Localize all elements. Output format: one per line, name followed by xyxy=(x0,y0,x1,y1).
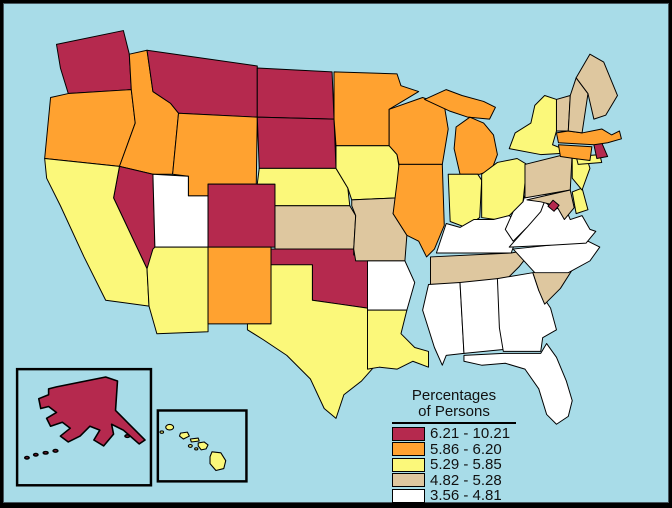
state-south-dakota xyxy=(256,116,337,169)
state-washington xyxy=(55,30,132,95)
legend-label-bin5: 3.56 - 4.81 xyxy=(430,487,502,505)
legend-label-bin4: 4.82 - 5.28 xyxy=(430,471,502,489)
state-florida xyxy=(463,343,573,425)
state-delaware xyxy=(571,187,589,215)
legend-label-bin2: 5.86 - 6.20 xyxy=(430,440,502,458)
legend-row: 6.21 - 10.21 xyxy=(392,425,516,443)
legend-row: 3.56 - 4.81 xyxy=(392,487,516,505)
state-north-dakota xyxy=(256,67,335,120)
legend-label-bin1: 6.21 - 10.21 xyxy=(430,425,511,443)
legend-title-line2: of Persons xyxy=(418,403,490,420)
state-new-hampshire xyxy=(567,77,589,134)
state-new-mexico xyxy=(207,246,272,325)
legend-label-bin3: 5.29 - 5.85 xyxy=(430,456,502,474)
contiguous-states xyxy=(44,30,622,425)
alaska-inset xyxy=(15,367,153,487)
legend-row: 5.29 - 5.85 xyxy=(392,456,516,474)
legend-title: Percentages of Persons xyxy=(392,388,516,424)
legend-row: 4.82 - 5.28 xyxy=(392,471,516,489)
hawaii-inset xyxy=(156,409,248,483)
state-kansas xyxy=(274,205,357,250)
state-colorado xyxy=(207,183,276,248)
state-maryland xyxy=(526,189,575,221)
legend-swatch-bin5 xyxy=(392,488,425,503)
legend-swatch-bin4 xyxy=(392,473,425,488)
state-rhode-island xyxy=(593,142,609,160)
alaska-aleutian-islands xyxy=(23,434,131,460)
state-louisiana xyxy=(367,309,430,370)
us-choropleth-map xyxy=(15,30,622,487)
legend-row: 5.86 - 6.20 xyxy=(392,440,516,458)
state-illinois xyxy=(392,163,445,258)
state-arkansas xyxy=(367,260,416,311)
legend-title-line1: Percentages xyxy=(411,387,497,404)
map-legend: Percentages of Persons 6.21 - 10.21 5.86… xyxy=(392,388,516,505)
state-indiana xyxy=(447,173,483,228)
state-michigan-lower-peninsula xyxy=(453,116,498,175)
state-maine xyxy=(575,53,618,120)
state-california xyxy=(44,158,150,307)
state-arizona xyxy=(146,246,209,335)
state-alaska xyxy=(37,376,146,447)
state-connecticut xyxy=(557,144,593,161)
legend-swatch-bin2 xyxy=(392,442,425,457)
state-hawaii xyxy=(159,423,227,472)
state-michigan-upper-peninsula xyxy=(424,89,496,120)
state-alabama xyxy=(459,278,504,354)
legend-swatch-bin1 xyxy=(392,426,425,441)
state-oregon xyxy=(44,89,136,167)
legend-rows: 6.21 - 10.21 5.86 - 6.20 5.29 - 5.85 4.8… xyxy=(392,425,516,505)
legend-swatch-bin3 xyxy=(392,457,425,472)
state-texas xyxy=(246,264,394,419)
state-wisconsin xyxy=(388,96,449,165)
state-district-of-columbia xyxy=(547,199,560,212)
